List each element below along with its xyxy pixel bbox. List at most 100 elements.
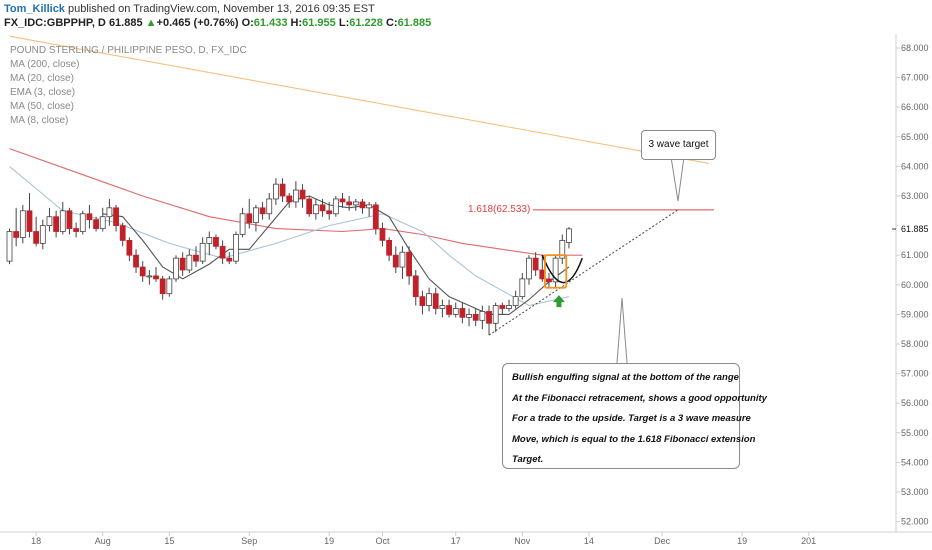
candle-body (452, 308, 459, 315)
note-line: Target. (512, 454, 544, 465)
high-label: H: (290, 17, 303, 29)
ma-line (9, 35, 709, 164)
x-tick-label: Aug (95, 536, 111, 546)
candle-body (113, 207, 119, 226)
candle-body (352, 201, 359, 206)
candle-body (486, 311, 492, 324)
x-tick-label: 19 (324, 536, 334, 546)
candle-body (419, 296, 426, 306)
indicator-ma200[interactable]: MA (200, close) (10, 59, 80, 70)
candle-body (346, 201, 353, 206)
symbol-name: FX_IDC:GBPPHP, D (4, 17, 106, 29)
candle-body (33, 231, 40, 244)
candle-body (46, 216, 53, 227)
candle-body (466, 313, 472, 318)
analysis-note: Bullish engulfing signal at the bottom o… (502, 363, 767, 469)
y-tick-label: 52.000 (901, 517, 929, 527)
candle-body (506, 305, 512, 309)
y-tick-label: 64.000 (901, 161, 929, 171)
candle-body (166, 278, 173, 295)
y-tick-label: 54.000 (901, 457, 929, 467)
target-callout-pointer (670, 156, 685, 202)
symbol-legend: FX_IDC:GBPPHP, D 61.885 ▲+0.465 (+0.76%)… (4, 17, 431, 29)
close-value: 61.885 (397, 17, 432, 29)
y-tick-label: 63.000 (901, 191, 929, 201)
indicator-title: POUND STERLING / PHILIPPINE PESO, D, FX_… (10, 45, 247, 56)
candle-body (439, 305, 446, 309)
candle-body (186, 254, 193, 271)
candle-body (253, 207, 259, 224)
ma-line (9, 165, 570, 307)
y-tick-label: 56.000 (901, 398, 929, 408)
candle-body (19, 210, 26, 238)
candle-body (406, 251, 413, 277)
candle-body (459, 308, 466, 318)
candlesticks (6, 178, 572, 336)
candle-body (59, 210, 66, 232)
engulfing-highlight (544, 254, 568, 289)
candle-body (292, 189, 299, 203)
y-tick-label: 57.000 (901, 369, 929, 379)
candle-body (119, 225, 126, 241)
candle-body (153, 275, 159, 280)
candle-body (386, 239, 393, 256)
candle-body (412, 275, 419, 298)
high-value: 61.955 (302, 17, 336, 29)
y-tick-label: 68.000 (901, 43, 929, 53)
candle-body (219, 245, 226, 259)
candle-body (286, 195, 293, 203)
y-tick-label: 65.000 (901, 132, 929, 142)
candle-body (93, 219, 99, 229)
drawings (488, 156, 714, 364)
candle-body (392, 254, 399, 268)
candle-body (492, 305, 499, 324)
candle-body (332, 198, 339, 215)
indicator-ma50[interactable]: MA (50, close) (10, 101, 74, 112)
candle-body (472, 313, 479, 321)
indicator-ma8[interactable]: MA (8, close) (10, 115, 69, 126)
candle-body (39, 225, 46, 244)
x-tick-label: Oct (375, 536, 390, 546)
x-tick-label: 15 (164, 536, 174, 546)
candle-body (126, 239, 133, 256)
candle-body (326, 210, 333, 215)
ma-line (102, 195, 570, 315)
x-tick-label: 201 (801, 536, 816, 546)
indicator-ma20[interactable]: MA (20, close) (10, 73, 74, 84)
candle-body (159, 278, 166, 295)
candle-body (432, 293, 439, 309)
open-label: O: (241, 17, 254, 29)
price-chart[interactable]: 68.00067.00066.00065.00064.00063.00062.0… (0, 34, 932, 550)
indicator-ema3[interactable]: EMA (3, close) (10, 87, 76, 98)
candle-body (266, 198, 273, 215)
candle-body (552, 257, 559, 283)
candle-body (213, 237, 219, 247)
x-tick-label: 19 (737, 536, 747, 546)
candle-body (106, 207, 113, 218)
candle-body (206, 237, 213, 244)
candle-body (359, 201, 366, 209)
candle-body (246, 213, 253, 224)
candle-body (239, 213, 246, 235)
candle-body (512, 296, 519, 306)
author-name[interactable]: Tom_Killick (4, 3, 65, 15)
last-price: 61.885 (108, 17, 143, 29)
publish-text: published on TradingView.com, November 1… (64, 3, 375, 15)
candle-body (53, 216, 60, 232)
note-callout-pointer (616, 297, 628, 364)
note-line: Bullish engulfing signal at the bottom o… (512, 372, 739, 383)
ma-line (9, 148, 583, 256)
candle-body (559, 239, 566, 259)
candle-body (446, 305, 452, 315)
candle-body (519, 278, 526, 298)
candle-body (79, 213, 86, 232)
y-tick-label: 58.000 (901, 339, 929, 349)
low-value: 61.228 (349, 17, 383, 29)
candle-body (26, 210, 33, 232)
note-line: At the Fibonacci retracement, shows a go… (512, 392, 767, 404)
candle-body (6, 231, 13, 262)
y-tick-label: 53.000 (901, 487, 929, 497)
candle-body (66, 210, 73, 229)
candle-body (86, 213, 93, 221)
candle-body (133, 254, 139, 268)
